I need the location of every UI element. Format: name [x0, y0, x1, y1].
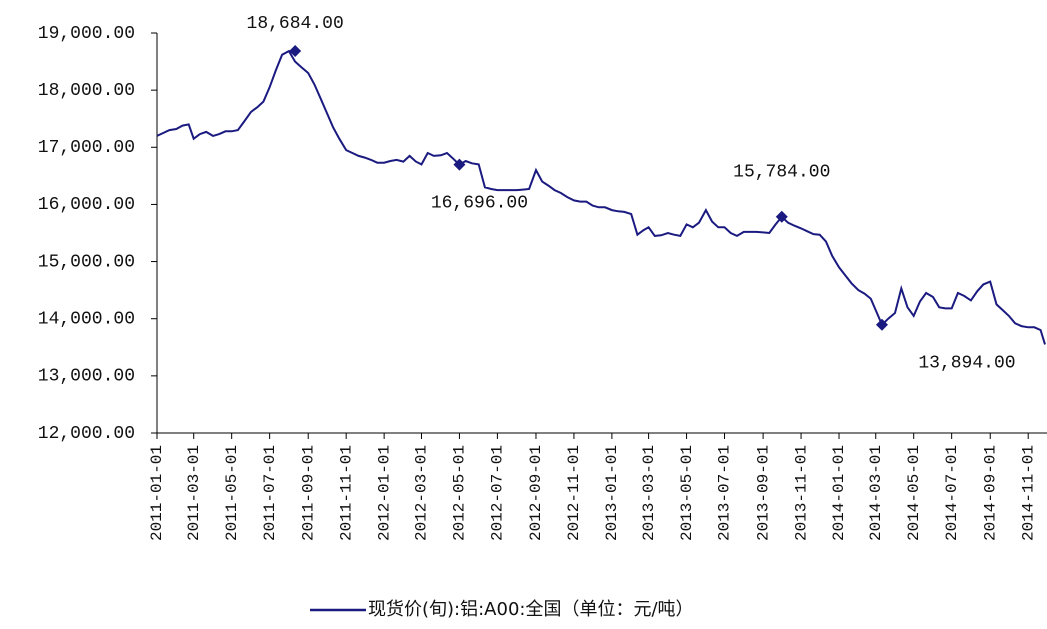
y-tick-label: 13,000.00: [38, 367, 135, 387]
x-tick-label: 2014-11-01: [1019, 445, 1037, 541]
annotation-marker: [289, 45, 302, 58]
y-tick-label: 14,000.00: [38, 309, 135, 329]
x-tick-label: 2014-07-01: [943, 445, 961, 541]
x-tick-label: 2014-03-01: [867, 445, 885, 541]
annotation-label: 13,894.00: [918, 354, 1015, 374]
y-tick-label: 18,000.00: [38, 81, 135, 101]
x-tick-label: 2011-11-01: [337, 445, 355, 541]
x-tick-label: 2012-11-01: [565, 445, 583, 541]
x-tick-label: 2012-01-01: [375, 445, 393, 541]
x-tick-label: 2012-09-01: [527, 445, 545, 541]
x-tick-label: 2013-03-01: [640, 445, 658, 541]
annotation-marker: [775, 210, 788, 223]
x-tick-label: 2011-09-01: [299, 445, 317, 541]
x-tick-label: 2014-09-01: [981, 445, 999, 541]
x-tick-label: 2012-07-01: [489, 445, 507, 541]
x-tick-label: 2013-07-01: [716, 445, 734, 541]
x-tick-label: 2014-05-01: [905, 445, 923, 541]
y-tick-label: 17,000.00: [38, 138, 135, 158]
annotation-label: 18,684.00: [247, 14, 344, 34]
annotation-marker: [875, 318, 888, 331]
x-tick-label: 2011-03-01: [185, 445, 203, 541]
x-tick-label: 2013-01-01: [603, 445, 621, 541]
y-tick-label: 15,000.00: [38, 252, 135, 272]
annotation-label: 15,784.00: [733, 163, 830, 183]
x-tick-label: 2011-05-01: [223, 445, 241, 541]
line-series: [156, 49, 1046, 345]
y-tick-label: 12,000.00: [38, 424, 135, 444]
x-tick-label: 2013-05-01: [678, 445, 696, 541]
annotation-marker: [453, 158, 466, 171]
x-tick-label: 2011-07-01: [261, 445, 279, 541]
x-tick-label: 2014-01-01: [830, 445, 848, 541]
legend-label: 现货价(旬):铝:A00:全国（单位：元/吨）: [368, 599, 694, 620]
x-tick-label: 2013-11-01: [792, 445, 810, 541]
annotation-label: 16,696.00: [431, 193, 528, 213]
y-tick-label: 19,000.00: [38, 24, 135, 44]
x-tick-label: 2011-01-01: [148, 445, 166, 541]
x-tick-label: 2012-03-01: [413, 445, 431, 541]
x-tick-label: 2013-09-01: [754, 445, 772, 541]
x-tick-label: 2012-05-01: [451, 445, 469, 541]
y-tick-label: 16,000.00: [38, 195, 135, 215]
